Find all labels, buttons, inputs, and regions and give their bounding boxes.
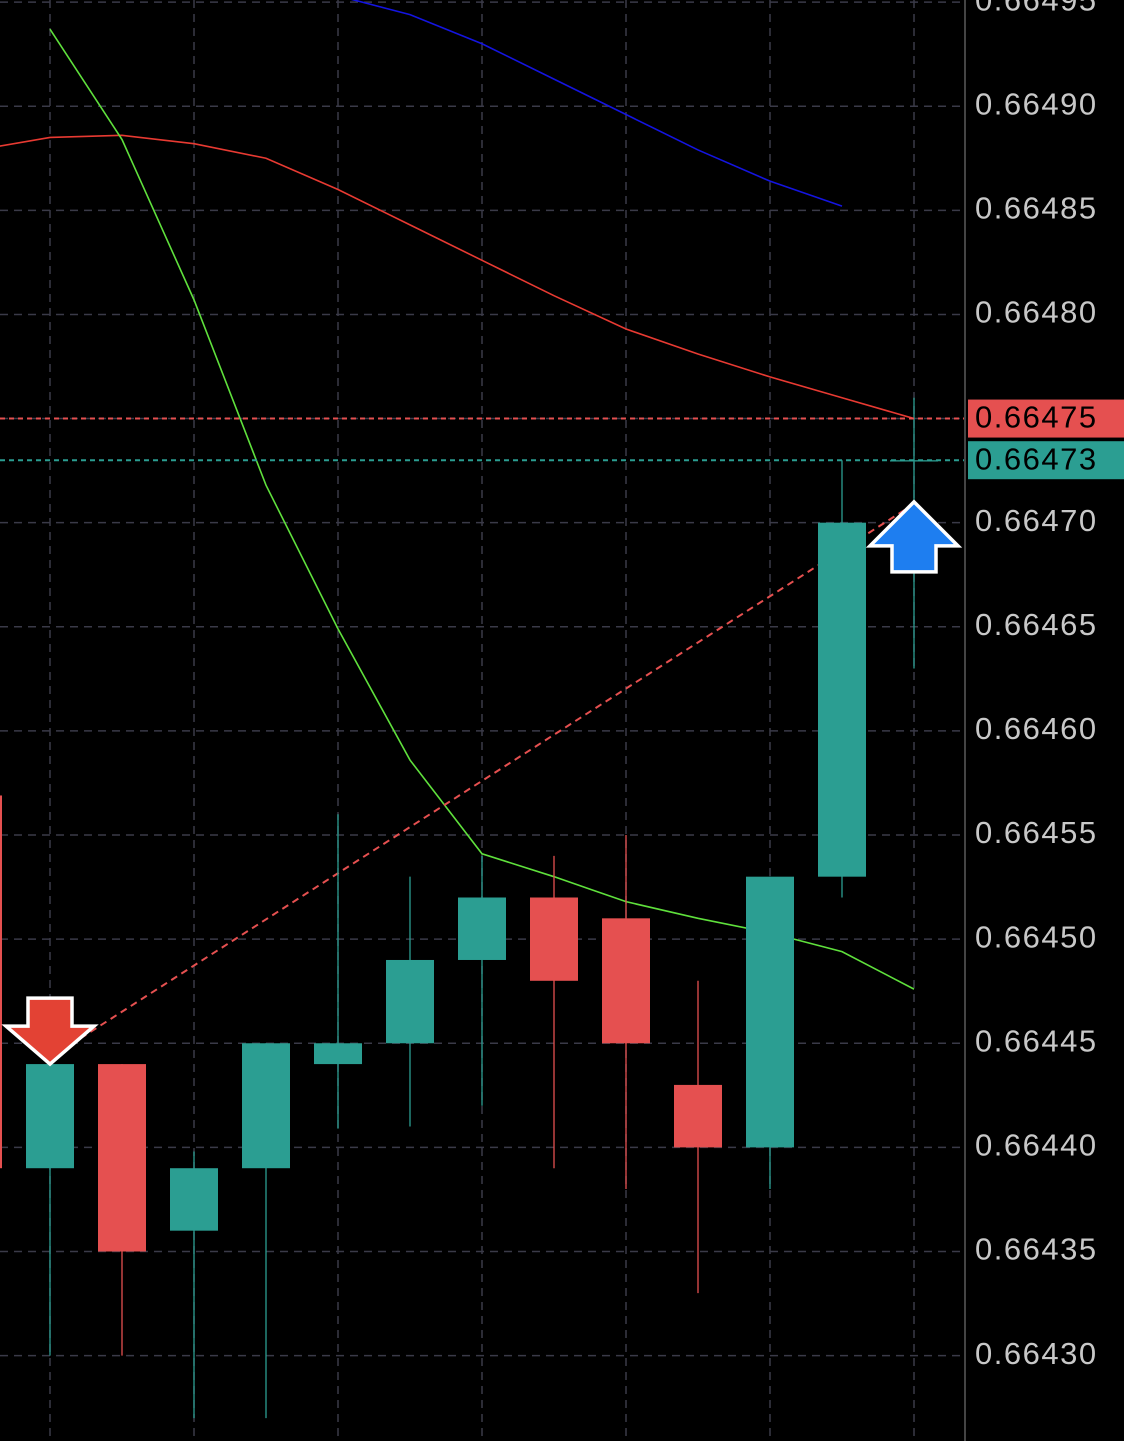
y-tick-label: 0.66435	[975, 1232, 1098, 1267]
candle-body	[242, 1043, 290, 1169]
candle-body	[458, 897, 506, 960]
candle-body	[386, 959, 434, 1044]
y-tick-label: 0.66480	[975, 295, 1098, 330]
signal-arrow	[865, 499, 963, 574]
candle-body	[746, 876, 794, 1148]
trend-line	[49, 503, 915, 1059]
plot-area	[0, 0, 965, 1419]
y-tick-label: 0.66465	[975, 607, 1098, 642]
candle-body	[170, 1168, 218, 1231]
y-tick-label: 0.66490	[975, 86, 1098, 121]
candle-body	[0, 795, 2, 1169]
candle-body	[818, 522, 866, 877]
y-tick-label: 0.66430	[975, 1336, 1098, 1371]
ma-line	[0, 134, 915, 420]
candle-body	[26, 1064, 74, 1169]
ma-line	[350, 0, 843, 207]
price-label: 0.66475	[975, 400, 1098, 435]
y-tick-label: 0.66440	[975, 1128, 1098, 1163]
signal-arrow	[1, 996, 99, 1067]
y-tick-label: 0.66445	[975, 1023, 1098, 1058]
y-tick-label: 0.66460	[975, 711, 1098, 746]
y-tick-label: 0.66455	[975, 815, 1098, 850]
price-label: 0.66473	[975, 441, 1098, 476]
candle-body	[602, 918, 650, 1044]
grid	[0, 0, 965, 1441]
y-tick-label: 0.66495	[975, 0, 1098, 17]
y-tick-label: 0.66450	[975, 919, 1098, 954]
y-tick-label: 0.66470	[975, 503, 1098, 538]
price-box	[968, 399, 1124, 438]
y-tick-label: 0.66485	[975, 191, 1098, 226]
candle-body	[314, 1043, 362, 1065]
candle-body	[530, 897, 578, 981]
y-axis: 0.66495 0.66490 0.66485 0.66480 0.66475 0.664…	[968, 0, 1124, 1371]
price-box	[968, 441, 1124, 480]
candle-body	[674, 1084, 722, 1148]
candle-body	[98, 1064, 146, 1252]
